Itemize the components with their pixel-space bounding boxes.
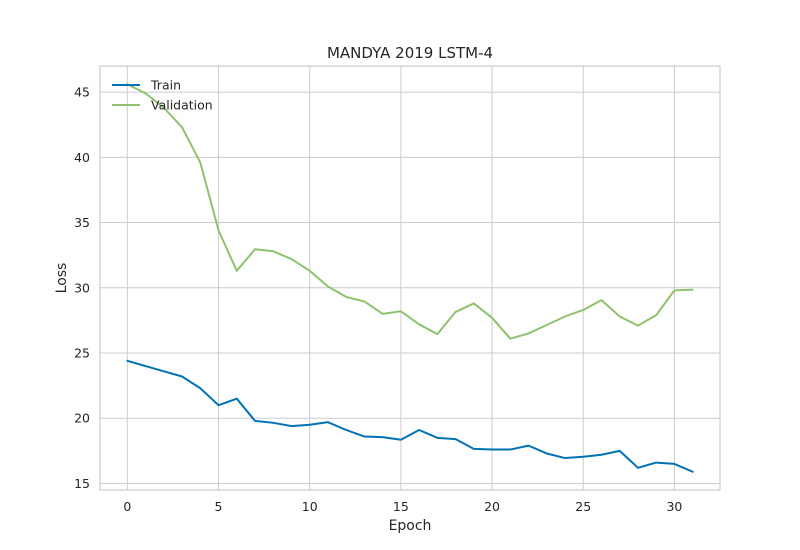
y-tick-label: 20 <box>74 411 90 426</box>
series-line-validation <box>126 83 694 340</box>
grid-lines <box>100 66 720 490</box>
x-tick-label: 25 <box>575 499 591 514</box>
y-tick-label: 15 <box>74 476 90 491</box>
y-axis-label: Loss <box>54 263 70 294</box>
plot-area <box>99 65 721 491</box>
x-tick-label: 5 <box>215 499 223 514</box>
x-tick-label: 20 <box>484 499 500 514</box>
x-tick-label: 10 <box>302 499 318 514</box>
x-axis-label: Epoch <box>389 518 432 534</box>
y-tick-label: 40 <box>74 150 90 165</box>
y-tick-label: 45 <box>74 85 90 100</box>
x-tick-label: 15 <box>393 499 409 514</box>
y-tick-label: 25 <box>74 346 90 361</box>
x-tick-labels: 0 5 10 15 20 25 30 <box>123 499 682 514</box>
x-tick-label: 30 <box>666 499 682 514</box>
x-tick-label: 0 <box>123 499 131 514</box>
legend: Train Validation <box>112 78 213 113</box>
y-tick-label: 35 <box>74 215 90 230</box>
y-tick-labels: 15 20 25 30 35 40 45 <box>74 85 90 491</box>
chart-title: MANDYA 2019 LSTM-4 <box>327 44 493 62</box>
y-tick-label: 30 <box>74 280 90 295</box>
series-lines <box>126 83 694 473</box>
legend-label-validation: Validation <box>151 98 213 113</box>
legend-label-train: Train <box>150 78 181 93</box>
series-line-train <box>126 359 694 473</box>
